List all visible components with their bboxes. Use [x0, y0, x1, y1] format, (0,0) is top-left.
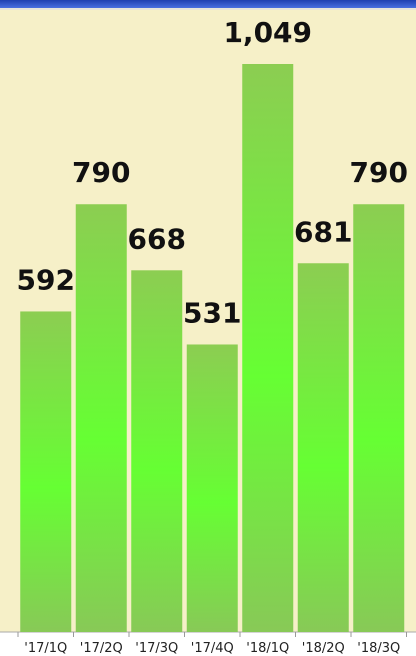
value-label: 1,049: [223, 16, 312, 49]
bar: [297, 263, 349, 632]
value-label: 592: [17, 263, 75, 296]
bar: [242, 64, 294, 632]
value-label: 790: [72, 156, 130, 189]
bar: [75, 204, 127, 632]
x-tick-label: '18/2Q: [302, 641, 345, 656]
bar: [186, 344, 238, 632]
value-label: 681: [294, 215, 352, 248]
x-tick-label: '18/1Q: [246, 641, 289, 656]
bar: [131, 270, 183, 632]
x-tick-label: '17/4Q: [191, 641, 234, 656]
x-tick-label: '17/3Q: [135, 641, 178, 656]
bar: [353, 204, 405, 632]
bar: [20, 311, 72, 632]
top-banner: [0, 0, 416, 8]
x-tick-label: '18/3Q: [357, 641, 400, 656]
value-label: 531: [183, 296, 241, 329]
axis-strip: [0, 632, 416, 656]
value-label: 668: [128, 222, 186, 255]
x-tick-label: '17/1Q: [24, 641, 67, 656]
x-tick-label: '17/2Q: [80, 641, 123, 656]
value-label: 790: [350, 156, 408, 189]
banner-edge: [0, 8, 416, 10]
